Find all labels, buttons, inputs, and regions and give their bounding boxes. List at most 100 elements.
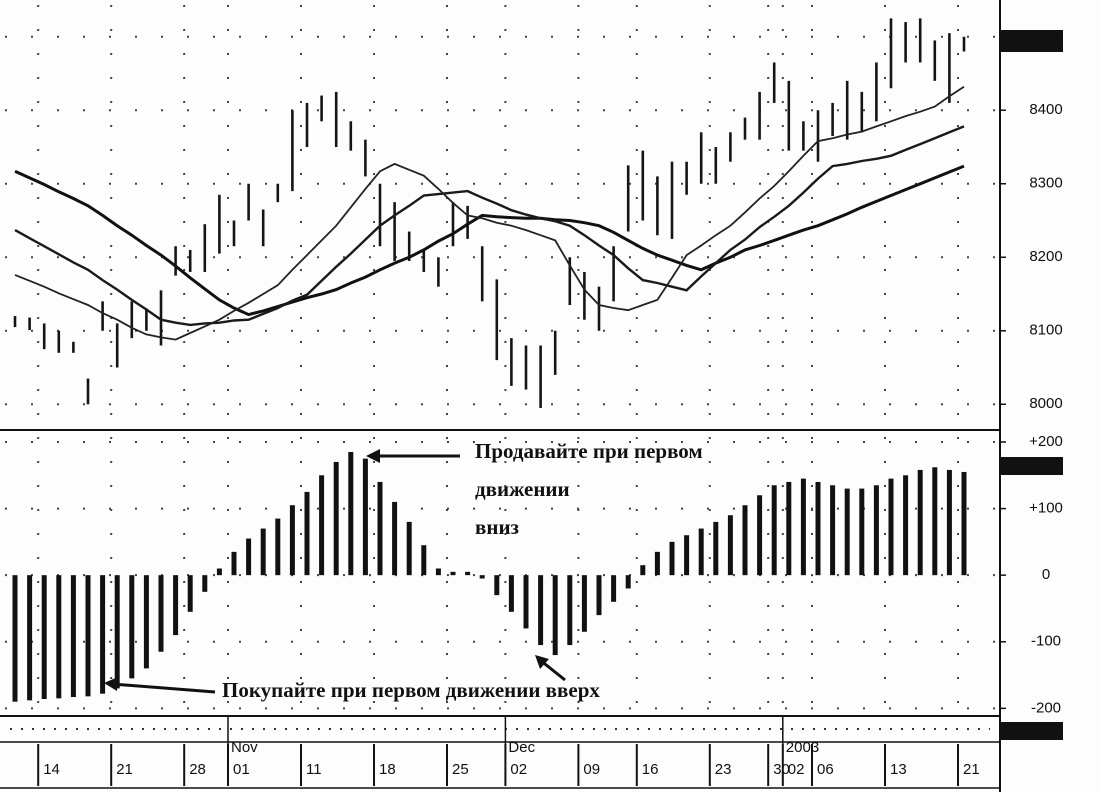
bar <box>523 575 529 629</box>
bar <box>771 485 777 576</box>
buy-arrow-head <box>535 655 549 669</box>
bar <box>56 575 62 699</box>
x-tick-label: 13 <box>890 761 907 778</box>
bar <box>421 545 427 576</box>
y-tick-label: 0 <box>1042 566 1050 583</box>
annotation: Продавайте при первом <box>475 439 703 463</box>
period-label: 2003 <box>786 739 819 756</box>
bar <box>173 575 179 636</box>
bar <box>260 528 266 576</box>
x-tick-label: 14 <box>43 761 60 778</box>
bar <box>844 488 850 576</box>
bar <box>727 515 733 576</box>
bar <box>888 478 894 576</box>
bar <box>625 575 631 589</box>
annotation: движении <box>475 477 570 501</box>
bar <box>494 575 500 596</box>
x-tick-label: 18 <box>379 761 396 778</box>
y-tick-label: 8400 <box>1029 101 1062 118</box>
x-tick-label: 09 <box>583 761 600 778</box>
y-tick-label: 8500 <box>1029 28 1062 45</box>
x-tick-label: 02 <box>510 761 527 778</box>
bar <box>392 501 398 576</box>
bar <box>684 535 690 576</box>
bar <box>362 458 368 576</box>
bar <box>114 575 120 689</box>
bar <box>917 469 923 576</box>
lower-marker <box>1001 722 1063 740</box>
x-tick-label: 02 <box>788 761 805 778</box>
bar <box>611 575 617 602</box>
bar <box>70 575 76 698</box>
x-tick-label: 23 <box>715 761 732 778</box>
bar <box>757 495 763 576</box>
x-tick-label: 21 <box>963 761 980 778</box>
bar <box>187 575 193 612</box>
bar <box>830 485 836 576</box>
bar <box>873 485 879 576</box>
buy-arrow <box>111 682 216 694</box>
y-tick-label: 8300 <box>1029 175 1062 192</box>
bar <box>654 551 660 576</box>
x-tick-label: 25 <box>452 761 469 778</box>
bar <box>158 575 164 652</box>
bar <box>538 575 544 646</box>
bar <box>669 541 675 576</box>
bar <box>275 518 281 576</box>
moving-average <box>14 125 965 327</box>
y-tick-label: -100 <box>1031 633 1061 650</box>
x-tick-label: 16 <box>642 761 659 778</box>
bar <box>27 575 33 701</box>
bar <box>246 538 252 576</box>
bar <box>143 575 149 669</box>
sell-arrow-head <box>366 449 380 463</box>
bar <box>961 471 967 576</box>
bar <box>304 491 310 576</box>
bar <box>377 481 383 576</box>
buy-arrow-head <box>104 677 118 691</box>
y-tick-label: 8200 <box>1029 248 1062 265</box>
x-tick-label: 21 <box>116 761 133 778</box>
x-tick-label: 11 <box>306 761 322 778</box>
bar <box>231 551 237 576</box>
annotations <box>104 449 566 694</box>
bar <box>216 568 222 576</box>
bar <box>800 478 806 576</box>
annotation: Покупайте при первом движении вверх <box>222 678 600 702</box>
bar <box>742 505 748 576</box>
y-tick-label: -200 <box>1031 699 1061 716</box>
bar <box>348 451 354 576</box>
bar <box>12 575 18 702</box>
bar <box>129 575 135 679</box>
moving-average <box>14 85 965 341</box>
price-marker <box>1001 30 1063 52</box>
bar <box>333 461 339 576</box>
bar <box>319 475 325 576</box>
y-tick-label: +100 <box>1029 500 1063 517</box>
x-tick-label: 06 <box>817 761 834 778</box>
bar <box>508 575 514 612</box>
annotation: вниз <box>475 515 519 539</box>
bar <box>85 575 91 697</box>
bar <box>581 575 587 632</box>
y-tick-label: 8000 <box>1029 395 1062 412</box>
bar <box>946 469 952 576</box>
bar <box>932 467 938 576</box>
x-tick-label: 28 <box>189 761 206 778</box>
bar <box>815 481 821 576</box>
moving-average <box>14 164 965 317</box>
bar <box>903 475 909 576</box>
y-tick-label: 8100 <box>1029 322 1062 339</box>
bar <box>552 575 558 656</box>
bar <box>289 505 295 576</box>
bar <box>41 575 47 700</box>
period-label: Nov <box>231 739 258 756</box>
bar <box>202 575 208 592</box>
bar <box>713 521 719 576</box>
y-tick-label: +200 <box>1029 433 1063 450</box>
bar <box>465 571 471 576</box>
bar <box>698 528 704 576</box>
bar <box>100 575 106 694</box>
bar <box>596 575 602 616</box>
